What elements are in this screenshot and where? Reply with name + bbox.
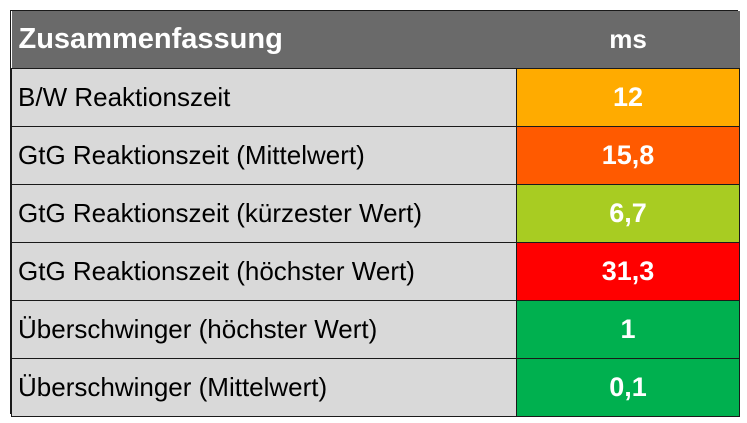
table-row: GtG Reaktionszeit (Mittelwert) 15,8 — [11, 126, 740, 185]
table-row: Überschwinger (höchster Wert) 1 — [11, 300, 740, 359]
row-label: GtG Reaktionszeit (kürzester Wert) — [11, 184, 517, 243]
table-row: GtG Reaktionszeit (kürzester Wert) 6,7 — [11, 184, 740, 243]
table-header-title: Zusammenfassung — [11, 11, 517, 69]
table-row: Überschwinger (Mittelwert) 0,1 — [11, 358, 740, 417]
row-label: GtG Reaktionszeit (höchster Wert) — [11, 242, 517, 301]
row-label: GtG Reaktionszeit (Mittelwert) — [11, 126, 517, 185]
table-header-unit: ms — [516, 11, 740, 69]
table-row: GtG Reaktionszeit (höchster Wert) 31,3 — [11, 242, 740, 301]
row-label: Überschwinger (Mittelwert) — [11, 358, 517, 417]
row-label: Überschwinger (höchster Wert) — [11, 300, 517, 359]
row-value: 6,7 — [516, 184, 740, 243]
row-value: 31,3 — [516, 242, 740, 301]
summary-table: Zusammenfassung ms B/W Reaktionszeit 12 … — [11, 11, 740, 417]
row-value: 12 — [516, 68, 740, 127]
row-value: 0,1 — [516, 358, 740, 417]
row-value: 1 — [516, 300, 740, 359]
table-header-row: Zusammenfassung ms — [11, 11, 740, 69]
summary-table-container: Zusammenfassung ms B/W Reaktionszeit 12 … — [10, 10, 740, 417]
table-row: B/W Reaktionszeit 12 — [11, 68, 740, 127]
row-label: B/W Reaktionszeit — [11, 68, 517, 127]
row-value: 15,8 — [516, 126, 740, 185]
